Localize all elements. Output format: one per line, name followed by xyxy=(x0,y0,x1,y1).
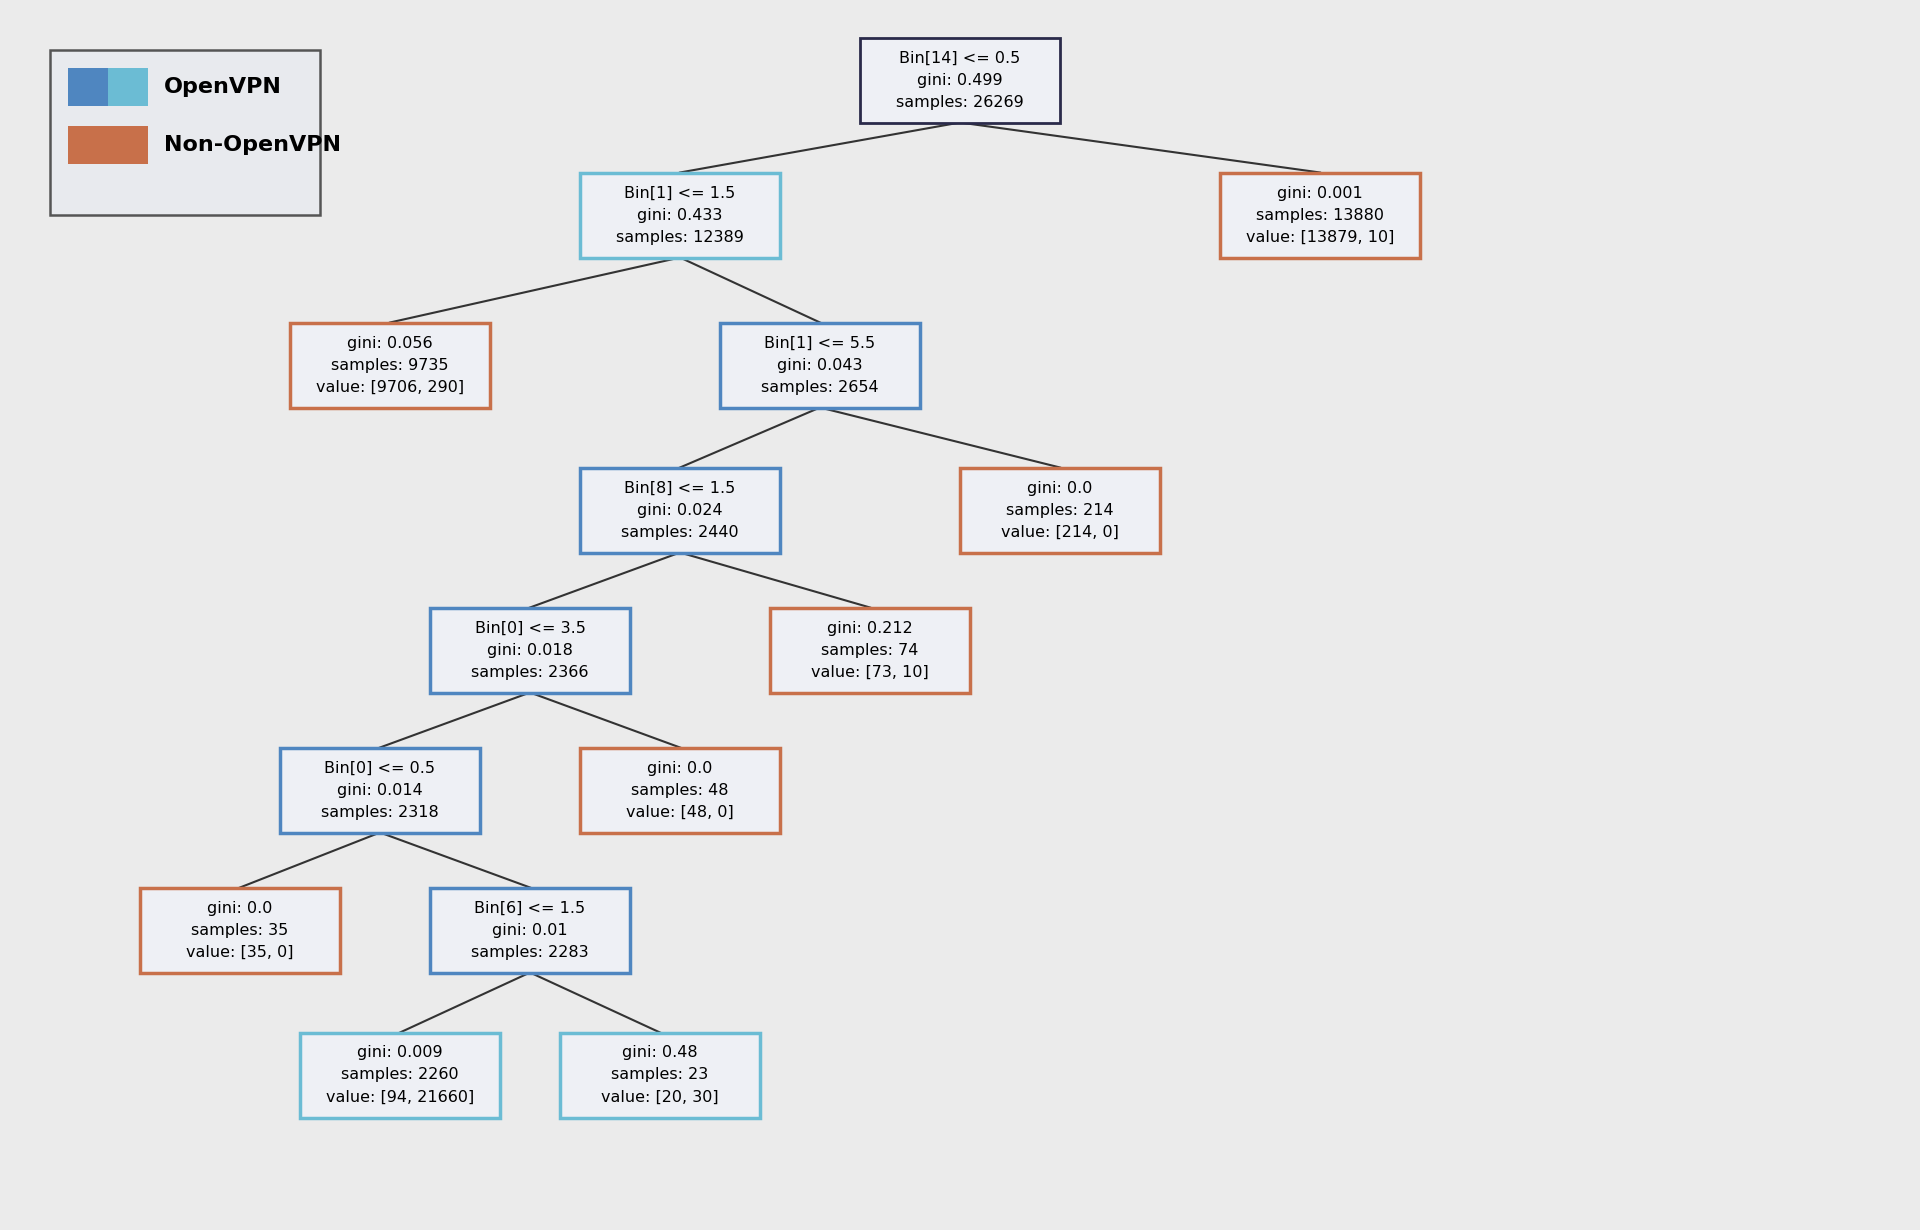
Text: Bin[6] <= 1.5: Bin[6] <= 1.5 xyxy=(474,900,586,915)
Text: gini: 0.01: gini: 0.01 xyxy=(492,922,568,937)
Text: samples: 2440: samples: 2440 xyxy=(622,524,739,540)
FancyBboxPatch shape xyxy=(580,467,780,552)
FancyBboxPatch shape xyxy=(580,172,780,257)
Text: gini: 0.018: gini: 0.018 xyxy=(488,642,572,658)
Text: value: [20, 30]: value: [20, 30] xyxy=(601,1090,718,1105)
FancyBboxPatch shape xyxy=(50,50,321,215)
Text: Bin[1] <= 5.5: Bin[1] <= 5.5 xyxy=(764,336,876,351)
Text: gini: 0.014: gini: 0.014 xyxy=(338,782,422,797)
FancyBboxPatch shape xyxy=(140,888,340,973)
FancyBboxPatch shape xyxy=(720,322,920,407)
Text: gini: 0.056: gini: 0.056 xyxy=(348,336,432,351)
Text: gini: 0.024: gini: 0.024 xyxy=(637,503,722,518)
FancyBboxPatch shape xyxy=(300,1032,499,1118)
Text: samples: 12389: samples: 12389 xyxy=(616,230,743,245)
Text: gini: 0.0: gini: 0.0 xyxy=(1027,481,1092,496)
FancyBboxPatch shape xyxy=(67,125,148,164)
Text: samples: 23: samples: 23 xyxy=(611,1068,708,1082)
Text: samples: 2654: samples: 2654 xyxy=(760,380,879,395)
Text: gini: 0.0: gini: 0.0 xyxy=(647,760,712,775)
Text: gini: 0.212: gini: 0.212 xyxy=(828,620,912,636)
Text: samples: 26269: samples: 26269 xyxy=(897,95,1023,109)
Text: samples: 2318: samples: 2318 xyxy=(321,804,440,819)
FancyBboxPatch shape xyxy=(280,748,480,833)
FancyBboxPatch shape xyxy=(960,467,1160,552)
FancyBboxPatch shape xyxy=(108,68,148,106)
FancyBboxPatch shape xyxy=(430,608,630,692)
Text: gini: 0.433: gini: 0.433 xyxy=(637,208,722,223)
Text: Bin[14] <= 0.5: Bin[14] <= 0.5 xyxy=(899,50,1021,65)
Text: gini: 0.499: gini: 0.499 xyxy=(918,73,1002,87)
Text: value: [35, 0]: value: [35, 0] xyxy=(186,945,294,959)
Text: OpenVPN: OpenVPN xyxy=(163,77,282,97)
Text: value: [73, 10]: value: [73, 10] xyxy=(810,664,929,679)
Text: Bin[8] <= 1.5: Bin[8] <= 1.5 xyxy=(624,481,735,496)
Text: samples: 2260: samples: 2260 xyxy=(342,1068,459,1082)
Text: samples: 35: samples: 35 xyxy=(192,922,288,937)
Text: Bin[0] <= 0.5: Bin[0] <= 0.5 xyxy=(324,760,436,775)
Text: gini: 0.043: gini: 0.043 xyxy=(778,358,862,373)
Text: gini: 0.009: gini: 0.009 xyxy=(357,1046,444,1060)
FancyBboxPatch shape xyxy=(67,68,108,106)
Text: value: [13879, 10]: value: [13879, 10] xyxy=(1246,230,1394,245)
Text: samples: 48: samples: 48 xyxy=(632,782,730,797)
Text: gini: 0.001: gini: 0.001 xyxy=(1277,186,1363,200)
Text: samples: 214: samples: 214 xyxy=(1006,503,1114,518)
FancyBboxPatch shape xyxy=(770,608,970,692)
Text: samples: 2366: samples: 2366 xyxy=(470,664,589,679)
Text: value: [48, 0]: value: [48, 0] xyxy=(626,804,733,819)
Text: Non-OpenVPN: Non-OpenVPN xyxy=(163,135,342,155)
Text: value: [214, 0]: value: [214, 0] xyxy=(1000,524,1119,540)
Text: samples: 9735: samples: 9735 xyxy=(332,358,449,373)
Text: value: [94, 21660]: value: [94, 21660] xyxy=(326,1090,474,1105)
FancyBboxPatch shape xyxy=(561,1032,760,1118)
Text: Bin[1] <= 1.5: Bin[1] <= 1.5 xyxy=(624,186,735,200)
FancyBboxPatch shape xyxy=(1219,172,1421,257)
Text: value: [9706, 290]: value: [9706, 290] xyxy=(317,380,465,395)
Text: Bin[0] <= 3.5: Bin[0] <= 3.5 xyxy=(474,620,586,636)
FancyBboxPatch shape xyxy=(580,748,780,833)
Text: samples: 74: samples: 74 xyxy=(822,642,918,658)
Text: gini: 0.48: gini: 0.48 xyxy=(622,1046,697,1060)
FancyBboxPatch shape xyxy=(860,37,1060,123)
Text: gini: 0.0: gini: 0.0 xyxy=(207,900,273,915)
FancyBboxPatch shape xyxy=(290,322,490,407)
Text: samples: 13880: samples: 13880 xyxy=(1256,208,1384,223)
FancyBboxPatch shape xyxy=(430,888,630,973)
Text: samples: 2283: samples: 2283 xyxy=(470,945,589,959)
